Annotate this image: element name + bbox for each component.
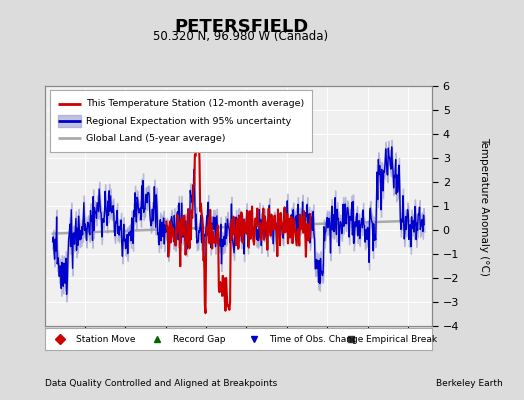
Y-axis label: Temperature Anomaly (°C): Temperature Anomaly (°C) (478, 136, 489, 276)
Text: Station Move: Station Move (75, 334, 135, 344)
Text: PETERSFIELD: PETERSFIELD (174, 18, 308, 36)
Text: Global Land (5-year average): Global Land (5-year average) (86, 134, 226, 143)
Text: Record Gap: Record Gap (172, 334, 225, 344)
Text: 50.320 N, 96.980 W (Canada): 50.320 N, 96.980 W (Canada) (154, 30, 329, 43)
Text: Data Quality Controlled and Aligned at Breakpoints: Data Quality Controlled and Aligned at B… (45, 380, 277, 388)
Text: Time of Obs. Change: Time of Obs. Change (269, 334, 364, 344)
Text: Regional Expectation with 95% uncertainty: Regional Expectation with 95% uncertaint… (86, 116, 292, 126)
Text: Berkeley Earth: Berkeley Earth (436, 380, 503, 388)
Text: Empirical Break: Empirical Break (366, 334, 438, 344)
Text: This Temperature Station (12-month average): This Temperature Station (12-month avera… (86, 99, 305, 108)
